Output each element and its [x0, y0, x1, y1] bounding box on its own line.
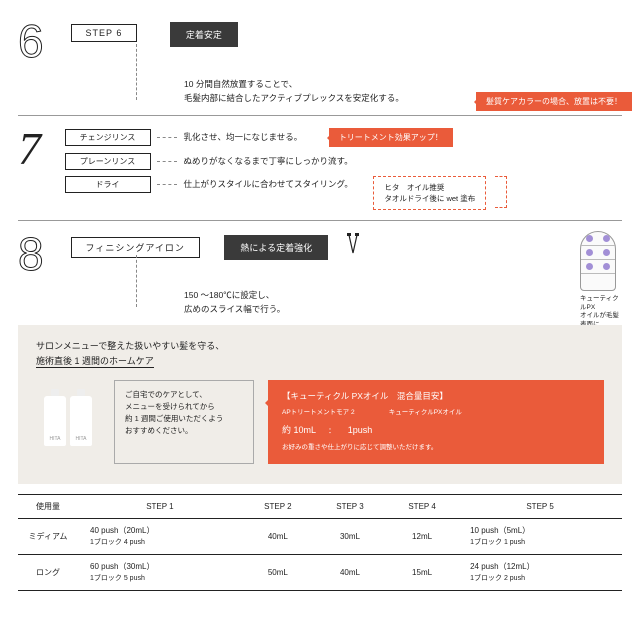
recommend-line1: ヒタ オイル推奨 [384, 182, 475, 193]
row2-s5a: 24 push（12mL） [470, 562, 534, 571]
homecare-panel: サロンメニューで整えた扱いやすい髪を守る、 施術直後 1 週間のホームケア HI… [18, 325, 622, 483]
row2-s5: 24 push（12mL） 1ブロック 2 push [458, 554, 622, 590]
bottle-1-label: HITA [49, 436, 60, 442]
row1-s1: 40 push（20mL） 1ブロック 4 push [78, 518, 242, 554]
th-3: STEP 3 [314, 494, 386, 518]
dotted-connector-6 [136, 44, 137, 100]
step-8-badge: 熱による定着強化 [224, 235, 328, 260]
step-8-number: 8 [18, 231, 62, 277]
step-6-callout: 髪質ケアカラーの場合、放置は不要！ [476, 92, 632, 111]
step-7-sub2-label: プレーンリンス [65, 153, 151, 170]
row2-s5b: 1ブロック 2 push [470, 575, 525, 582]
bottle-2-label: HITA [75, 436, 86, 442]
step-8-row: 8 フィニシングアイロン 熱による定着強化 150 〜180℃に設定し、 広めの… [18, 231, 622, 317]
mix-footer: お好みの重さや仕上がりに応じて調整いただけます。 [282, 443, 590, 453]
table-header-row: 使用量 STEP 1 STEP 2 STEP 3 STEP 4 STEP 5 [18, 494, 622, 518]
product-bottles: HITA HITA [36, 380, 100, 446]
step-6-badge: 定着安定 [170, 22, 238, 47]
homecare-title-l1: サロンメニューで整えた扱いやすい髪を守る、 [36, 341, 224, 351]
row2-s1: 60 push（30mL） 1ブロック 5 push [78, 554, 242, 590]
homecare-note: ご自宅でのケアとして、 メニューを受けられてから 約 1 週間ご使用いただくよう… [114, 380, 254, 464]
iron-icon [345, 233, 361, 261]
step-7-number: 7 [18, 126, 62, 172]
step-7-sub3-desc: 仕上がりスタイルに合わせてスタイリング。 [184, 179, 353, 189]
row1-name: ミディアム [18, 518, 78, 554]
step-7-recommend-box: ヒタ オイル推奨 タオルドライ後に wet 塗布 [373, 176, 486, 210]
row2-s1b: 1ブロック 5 push [90, 575, 145, 582]
row1-s1b: 1ブロック 4 push [90, 539, 145, 546]
row2-s1a: 60 push（30mL） [90, 562, 154, 571]
table-row: ロング 60 push（30mL） 1ブロック 5 push 50mL 40mL… [18, 554, 622, 590]
step-7-sub2-desc: ぬめりがなくなるまで丁寧にしっかり流す。 [184, 156, 353, 166]
step-7-sub3-label: ドライ [65, 176, 151, 193]
step-8-desc: 150 〜180℃に設定し、 広めのスライス幅で行う。 [184, 289, 622, 316]
step-7-sub1-label: チェンジリンス [65, 129, 151, 146]
row2-s2: 50mL [242, 554, 314, 590]
row2-s3: 40mL [314, 554, 386, 590]
th-4: STEP 4 [386, 494, 458, 518]
mix-right-top: キューティクルPXオイル [389, 408, 462, 418]
mix-left-val: 約 10mL [282, 423, 316, 437]
row1-s5a: 10 push（5mL） [470, 526, 530, 535]
mix-left-top: APトリートメントモア 2 [282, 408, 355, 418]
row1-s5b: 1ブロック 1 push [470, 539, 525, 546]
step-7-sub1-desc: 乳化させ、均一になじませる。 [184, 132, 303, 142]
homecare-title-l2: 施術直後 1 週間のホームケア [36, 356, 154, 368]
row1-s4: 12mL [386, 518, 458, 554]
row2-name: ロング [18, 554, 78, 590]
divider-6-7 [18, 115, 622, 116]
row1-s1a: 40 push（20mL） [90, 526, 154, 535]
step-7-row: 7 チェンジリンス 乳化させ、均一になじませる。 トリートメント効果アップ！ プ… [18, 126, 622, 210]
th-5: STEP 5 [458, 494, 622, 518]
row1-s5: 10 push（5mL） 1ブロック 1 push [458, 518, 622, 554]
row1-s2: 40mL [242, 518, 314, 554]
step-6-number: 6 [18, 18, 62, 64]
mix-title: 【キューティクル PXオイル 混合量目安】 [282, 390, 590, 404]
step-6-row: 6 STEP 6 定着安定 10 分間自然放置することで、 毛髪内部に結合したア… [18, 18, 622, 105]
row2-s4: 15mL [386, 554, 458, 590]
th-1: STEP 1 [78, 494, 242, 518]
step-7-callout: トリートメント効果アップ！ [329, 128, 453, 147]
recommend-line2: タオルドライ後に wet 塗布 [384, 193, 475, 204]
homecare-mix-box: 【キューティクル PXオイル 混合量目安】 APトリートメントモア 2 キューテ… [268, 380, 604, 464]
mix-colon: ： [328, 425, 336, 437]
th-2: STEP 2 [242, 494, 314, 518]
mix-right-val: 1push [348, 423, 373, 437]
row1-s3: 30mL [314, 518, 386, 554]
homecare-title: サロンメニューで整えた扱いやすい髪を守る、 施術直後 1 週間のホームケア [36, 339, 604, 370]
divider-7-8 [18, 220, 622, 221]
dotted-connector-8 [136, 255, 137, 307]
usage-table: 使用量 STEP 1 STEP 2 STEP 3 STEP 4 STEP 5 ミ… [18, 494, 622, 591]
th-0: 使用量 [18, 494, 78, 518]
bracket-icon [495, 176, 507, 208]
step-6-label: STEP 6 [71, 24, 138, 42]
table-row: ミディアム 40 push（20mL） 1ブロック 4 push 40mL 30… [18, 518, 622, 554]
